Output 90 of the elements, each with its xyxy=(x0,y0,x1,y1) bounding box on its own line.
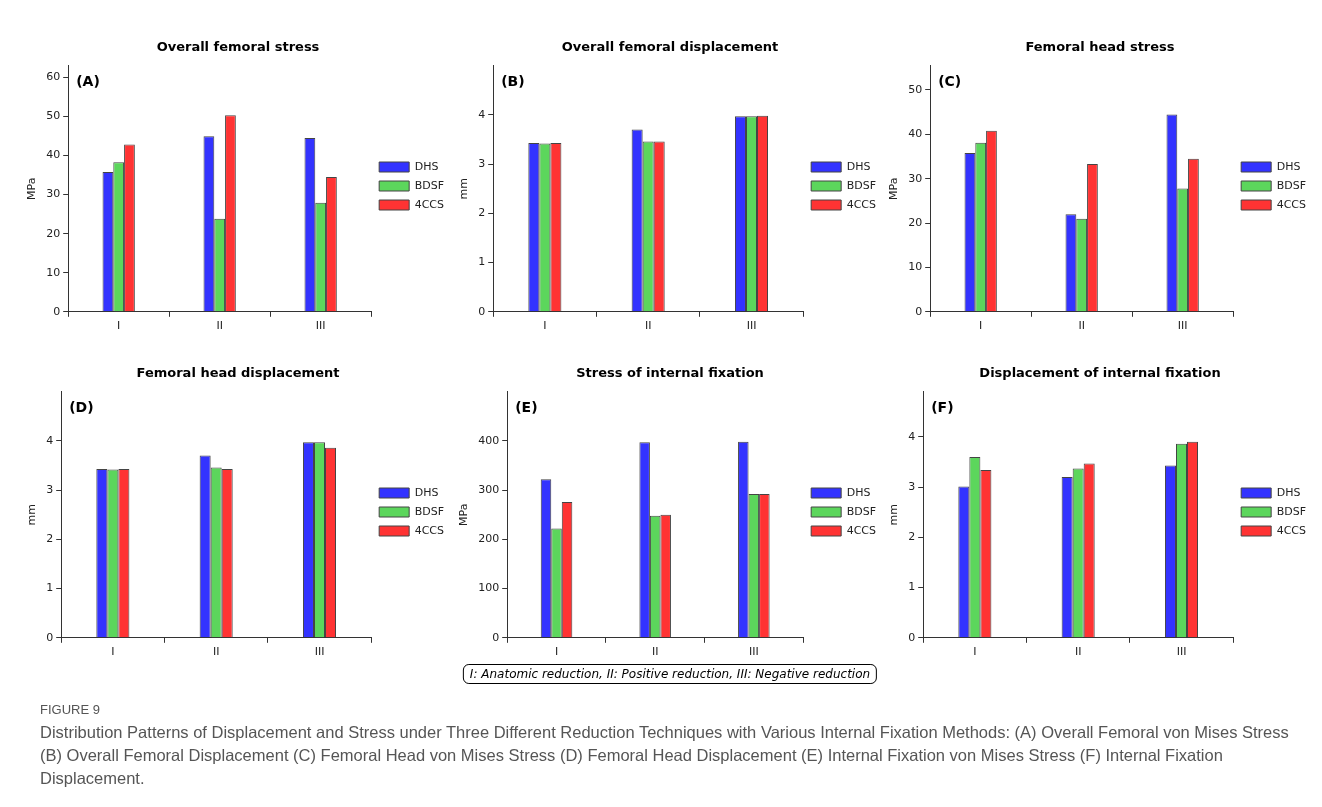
legend-label: DHS xyxy=(1276,159,1301,173)
chart-title: Overall femoral stress xyxy=(156,39,320,55)
chart-title: Stress of internal fixation xyxy=(576,365,764,381)
y-tick-label: 0 xyxy=(53,304,61,318)
caption: FIGURE 9 xyxy=(40,702,101,717)
legend-label: 4CCS xyxy=(1276,197,1307,211)
annotation: (F) xyxy=(931,399,954,416)
y-tick-label: 2 xyxy=(478,206,486,220)
legend-label: BDSF xyxy=(414,504,444,518)
y-axis-title: MPa xyxy=(25,177,39,200)
y-tick-label: 40 xyxy=(908,127,923,141)
x-tick-label: III xyxy=(314,645,325,659)
y-tick-label: 0 xyxy=(46,630,54,644)
y-tick-label: 4 xyxy=(46,433,54,447)
y-tick-label: 4 xyxy=(478,107,486,121)
annotation: (C) xyxy=(938,73,962,90)
x-tick-label: II xyxy=(1078,319,1085,333)
legend-label: 4CCS xyxy=(414,523,445,537)
x-tick-label: I xyxy=(979,319,983,333)
y-tick-label: 30 xyxy=(46,187,61,201)
y-axis-title: MPa xyxy=(457,503,471,526)
y-tick-label: 1 xyxy=(46,581,54,595)
chart-title: Displacement of internal fixation xyxy=(979,365,1221,381)
legend-label: DHS xyxy=(1276,485,1301,499)
x-tick-label: I xyxy=(543,319,547,333)
legend-label: BDSF xyxy=(1276,178,1306,192)
legend-label: BDSF xyxy=(846,504,876,518)
x-tick-label: III xyxy=(1176,645,1187,659)
y-tick-label: 3 xyxy=(478,156,486,170)
chart-title: Femoral head displacement xyxy=(136,365,340,381)
annotation: (B) xyxy=(501,73,525,90)
text: I: Anatomic reduction, II: Positive reduction, III: Negative reduction xyxy=(462,664,878,684)
annotation: (D) xyxy=(69,399,94,416)
y-tick-label: 0 xyxy=(908,630,916,644)
x-tick-label: I xyxy=(117,319,121,333)
y-tick-label: 60 xyxy=(46,70,61,84)
chart-title: Overall femoral displacement xyxy=(561,39,779,55)
legend-label: BDSF xyxy=(846,178,876,192)
y-tick-label: 1 xyxy=(478,255,486,269)
legend-label: DHS xyxy=(414,159,439,173)
y-tick-label: 1 xyxy=(908,580,916,594)
y-tick-label: 10 xyxy=(46,265,61,279)
legend-label: 4CCS xyxy=(846,197,877,211)
x-tick-label: II xyxy=(1074,645,1082,659)
x-tick-label: II xyxy=(651,645,659,659)
y-tick-label: 0 xyxy=(915,304,923,318)
y-tick-label: 40 xyxy=(46,148,61,162)
x-tick-label: III xyxy=(746,319,757,333)
y-tick-label: 30 xyxy=(908,171,923,185)
legend-label: 4CCS xyxy=(1276,523,1307,537)
legend-label: BDSF xyxy=(1276,504,1306,518)
y-tick-label: 20 xyxy=(46,226,61,240)
y-axis-title: mm xyxy=(457,177,471,200)
y-tick-label: 400 xyxy=(478,433,500,447)
legend-label: DHS xyxy=(414,485,439,499)
annotation: (E) xyxy=(515,399,538,416)
y-tick-label: 300 xyxy=(478,482,500,496)
y-tick-label: 3 xyxy=(46,482,54,496)
y-tick-label: 10 xyxy=(908,260,923,274)
x-tick-label: II xyxy=(212,645,220,659)
y-tick-label: 3 xyxy=(908,479,916,493)
x-tick-label: III xyxy=(315,319,326,333)
chart-title: Femoral head stress xyxy=(1025,39,1175,55)
y-tick-label: 0 xyxy=(478,304,486,318)
y-tick-label: 20 xyxy=(908,215,923,229)
y-axis-title: mm xyxy=(887,503,901,526)
y-tick-label: 2 xyxy=(908,530,916,544)
legend-label: 4CCS xyxy=(414,197,445,211)
y-tick-label: 100 xyxy=(478,581,500,595)
y-tick-label: 50 xyxy=(908,82,923,96)
x-tick-label: II xyxy=(644,319,652,333)
legend-label: BDSF xyxy=(414,178,444,192)
y-tick-label: 2 xyxy=(46,532,54,546)
text: Distribution Patterns of Displacement and Stress under Three Different Reduction Techniques with Various Internal Fixation Methods: (A) Overall Femoral von Mises Stress (B) Overall Femoral Displacement (C) Femoral Head von Mises Stress (D) Femoral Head Displacement (E) Internal Fixation von Mises Stress (F) Internal Fixation Displacement. xyxy=(40,722,1290,789)
y-axis-title: MPa xyxy=(887,177,901,200)
y-tick-label: 200 xyxy=(478,532,500,546)
legend-label: DHS xyxy=(846,159,871,173)
x-tick-label: I xyxy=(111,645,115,659)
annotation: (A) xyxy=(76,73,100,90)
y-axis-title: mm xyxy=(25,503,39,526)
x-tick-label: I xyxy=(973,645,977,659)
y-tick-label: 50 xyxy=(46,109,61,123)
x-tick-label: III xyxy=(748,645,759,659)
legend-label: 4CCS xyxy=(846,523,877,537)
y-tick-label: 4 xyxy=(908,429,916,443)
y-tick-label: 0 xyxy=(492,630,500,644)
x-tick-label: I xyxy=(554,645,559,659)
legend-label: DHS xyxy=(846,485,871,499)
x-tick-label: III xyxy=(1177,319,1188,333)
x-tick-label: II xyxy=(216,319,223,333)
